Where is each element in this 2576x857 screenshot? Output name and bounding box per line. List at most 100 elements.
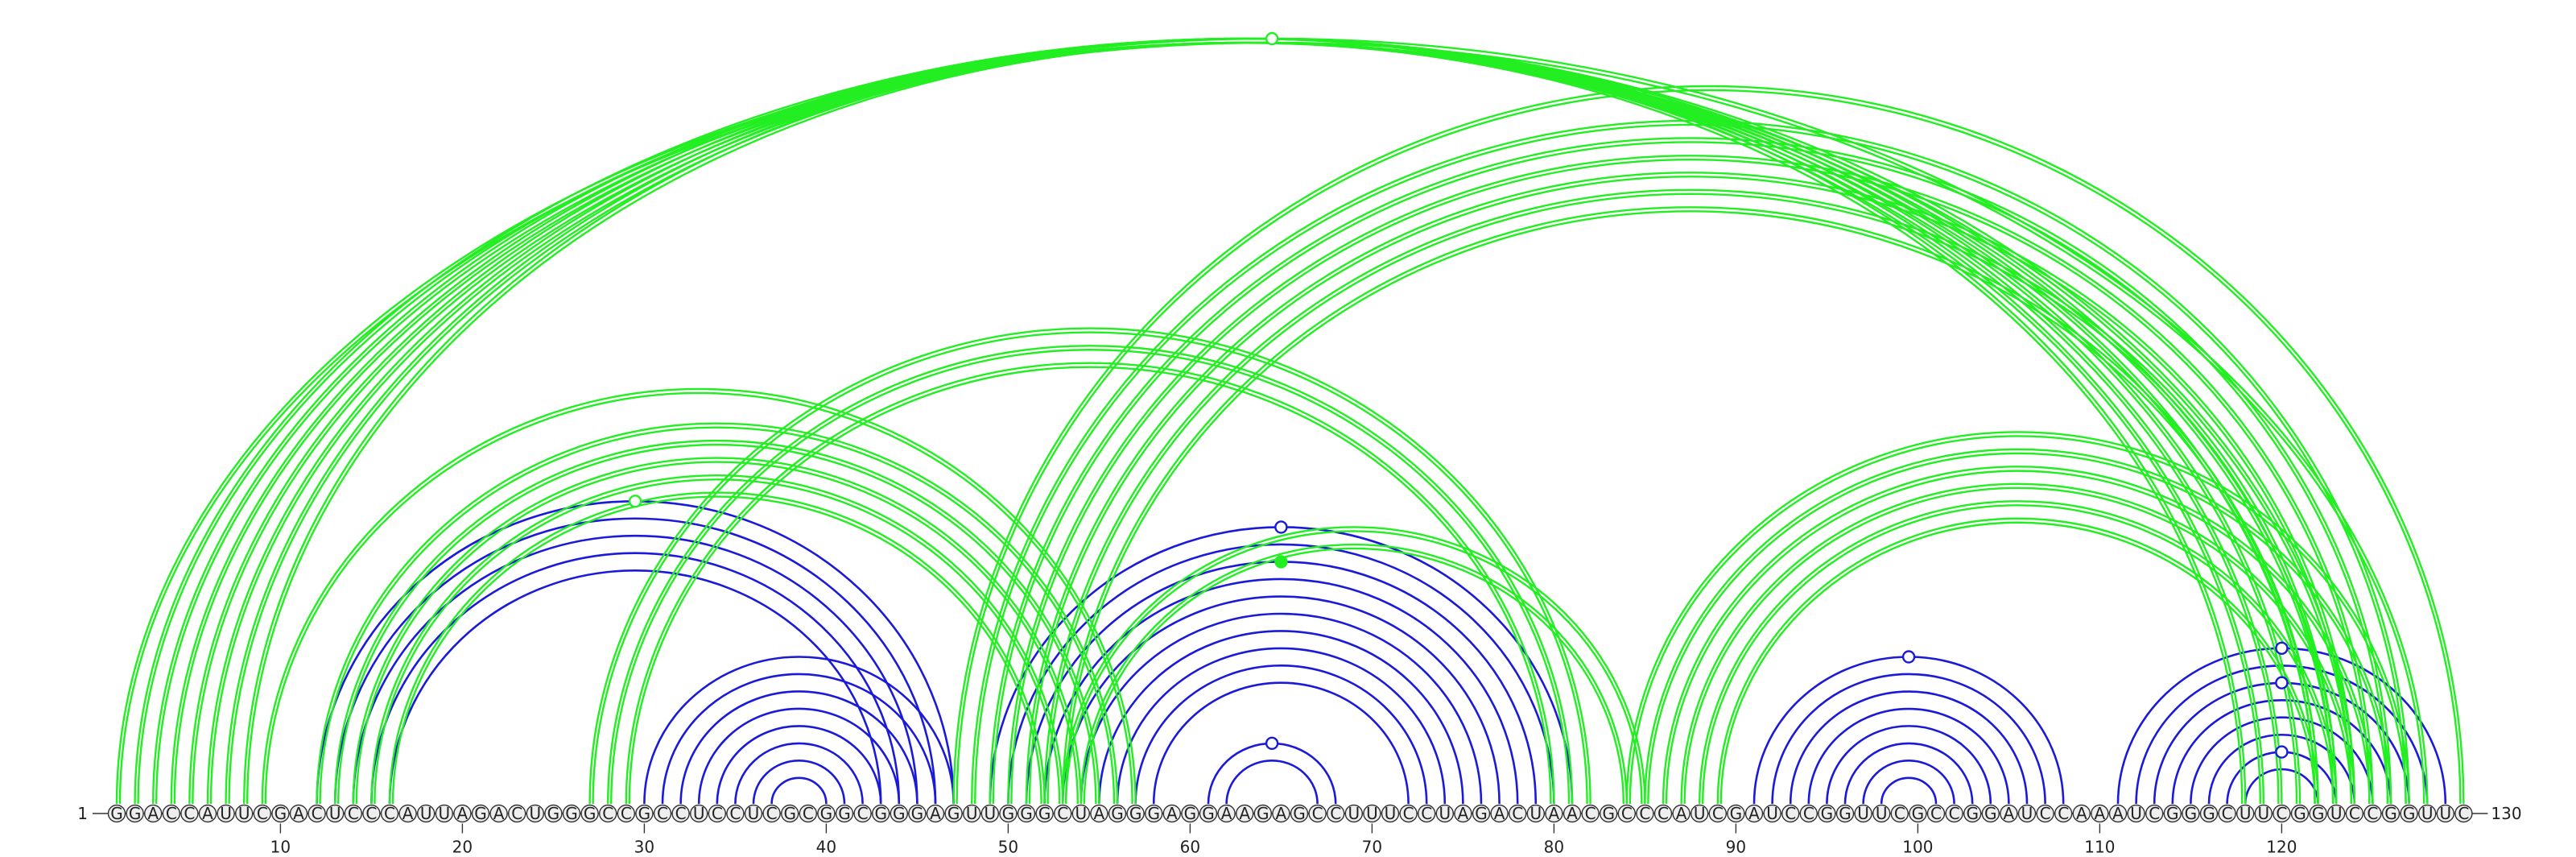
- nucleotide-letter: C: [184, 804, 195, 823]
- nucleotide-letter: U: [2130, 804, 2142, 823]
- nucleotide-letter: C: [2222, 804, 2233, 823]
- green-base-pair-arc-inner: [247, 43, 2242, 804]
- nucleotide-letter: A: [1549, 804, 1560, 823]
- sequence-end-label: 130: [2491, 804, 2521, 823]
- nucleotide-letter: U: [1385, 804, 1397, 823]
- open-pair-marker: [2276, 643, 2287, 654]
- nucleotide-letter: G: [1111, 804, 1124, 823]
- nucleotide-letter: A: [293, 804, 304, 823]
- nucleotide-letter: U: [1439, 804, 1451, 823]
- green-base-pair-arc: [135, 39, 2355, 804]
- nucleotide-letter: C: [1057, 804, 1068, 823]
- nucleotide-letter: G: [1020, 804, 1033, 823]
- green-base-pair-arc-inner: [211, 43, 2278, 804]
- nucleotide-letter: A: [2076, 804, 2087, 823]
- open-pair-marker: [1275, 521, 1286, 532]
- nucleotide-letter: A: [202, 804, 213, 823]
- nucleotide-letter: A: [457, 804, 469, 823]
- nucleotide-letter: U: [1766, 804, 1778, 823]
- nucleotide-letter: C: [1330, 804, 1341, 823]
- green-base-pair-arc: [117, 39, 2427, 804]
- nucleotide-letter: C: [257, 804, 268, 823]
- sequence-start-label: 1: [77, 804, 88, 823]
- nucleotide-letter: A: [1567, 804, 1578, 823]
- green-base-pair-arc-inner: [192, 43, 2297, 804]
- filled-pair-marker: [1275, 556, 1286, 567]
- nucleotide-letter: G: [2312, 804, 2325, 823]
- open-pair-marker: [1903, 652, 1914, 663]
- axis-tick-label: 90: [1726, 838, 1746, 857]
- blue-base-pair-arc: [1117, 648, 1445, 804]
- nucleotide-letter: A: [1094, 804, 1105, 823]
- axis-tick-label: 100: [1902, 838, 1933, 857]
- nucleotide-letter: C: [712, 804, 723, 823]
- nucleotide-letter: G: [1257, 804, 1269, 823]
- nucleotide-letter: C: [1785, 804, 1796, 823]
- nucleotide-letter: G: [638, 804, 651, 823]
- nucleotide-letter: G: [2293, 804, 2306, 823]
- nucleotide-letter: C: [348, 804, 359, 823]
- blue-base-pair-arc: [1881, 778, 1936, 804]
- green-base-pair-arc-inner: [593, 333, 1587, 804]
- nucleotide-letter: C: [1312, 804, 1323, 823]
- nucleotide-letter: A: [2112, 804, 2124, 823]
- green-base-pair-arc: [1045, 190, 2337, 804]
- nucleotide-letter: A: [402, 804, 414, 823]
- blue-base-pair-arc: [1809, 709, 2009, 804]
- nucleotide-letter: G: [947, 804, 960, 823]
- nucleotide-letter: G: [1912, 804, 1925, 823]
- nucleotide-letter: U: [1530, 804, 1542, 823]
- nucleotide-letter: C: [766, 804, 778, 823]
- nucleotide-letter: C: [1421, 804, 1432, 823]
- nucleotide-letter: G: [893, 804, 906, 823]
- blue-base-pair-arc: [1864, 760, 1955, 804]
- nucleotide-letter: U: [438, 804, 450, 823]
- green-base-pair-arc-inner: [374, 479, 1059, 804]
- nucleotide-letter: G: [547, 804, 560, 823]
- nucleotide-letter: U: [2240, 804, 2252, 823]
- nucleotide-letter: G: [1839, 804, 1852, 823]
- nucleotide-letter: U: [2439, 804, 2451, 823]
- nucleotide-letter: C: [803, 804, 814, 823]
- green-base-pair-arc-inner: [1084, 549, 1624, 804]
- nucleotide-letter: U: [1348, 804, 1360, 823]
- nucleotide-letter: C: [2276, 804, 2287, 823]
- green-base-pair-arc-inner: [1048, 194, 2334, 804]
- green-base-pair-arc: [171, 39, 2318, 804]
- nucleotide-letter: C: [384, 804, 395, 823]
- nucleotide-letter: G: [820, 804, 833, 823]
- nucleotide-letter: C: [1803, 804, 1814, 823]
- axis-tick-label: 80: [1544, 838, 1564, 857]
- nucleotide-letter: U: [529, 804, 541, 823]
- nucleotide-letter: A: [1458, 804, 1469, 823]
- nucleotide-letter: C: [312, 804, 323, 823]
- open-pair-marker: [1266, 33, 1278, 44]
- nucleotide-letter: U: [238, 804, 250, 823]
- nucleotide-letter: G: [1984, 804, 1997, 823]
- green-base-pair-arc-inner: [175, 43, 2315, 804]
- nucleotide-letter: C: [2149, 804, 2160, 823]
- nucleotide-letter: C: [2349, 804, 2360, 823]
- nucleotide-letter: U: [1694, 804, 1706, 823]
- nucleotide-letter: C: [1657, 804, 1669, 823]
- axis-tick-label: 120: [2266, 838, 2297, 857]
- nucleotide-letter: U: [984, 804, 996, 823]
- sequence-track: GGACCAUUCGACUCCCAUUAGACUGGGCCGCCUCCUCGCG…: [93, 804, 2487, 823]
- nucleotide-letter: C: [1639, 804, 1650, 823]
- nucleotide-letter: G: [911, 804, 924, 823]
- axis-tick-label: 20: [452, 838, 473, 857]
- nucleotide-letter: G: [275, 804, 287, 823]
- blue-base-pair-arc: [699, 709, 899, 804]
- axis-tick-label: 110: [2084, 838, 2115, 857]
- nucleotide-letter: U: [329, 804, 341, 823]
- nucleotide-letter: C: [1512, 804, 1523, 823]
- nucleotide-letter: G: [783, 804, 796, 823]
- green-base-pair-arc: [189, 39, 2300, 804]
- nucleotide-letter: A: [1166, 804, 1178, 823]
- nucleotide-letter: A: [1221, 804, 1232, 823]
- green-base-pair-arc-inner: [138, 43, 2351, 804]
- nucleotide-letter: G: [2185, 804, 2198, 823]
- nucleotide-letter: C: [657, 804, 668, 823]
- nucleotide-letter: A: [2004, 804, 2015, 823]
